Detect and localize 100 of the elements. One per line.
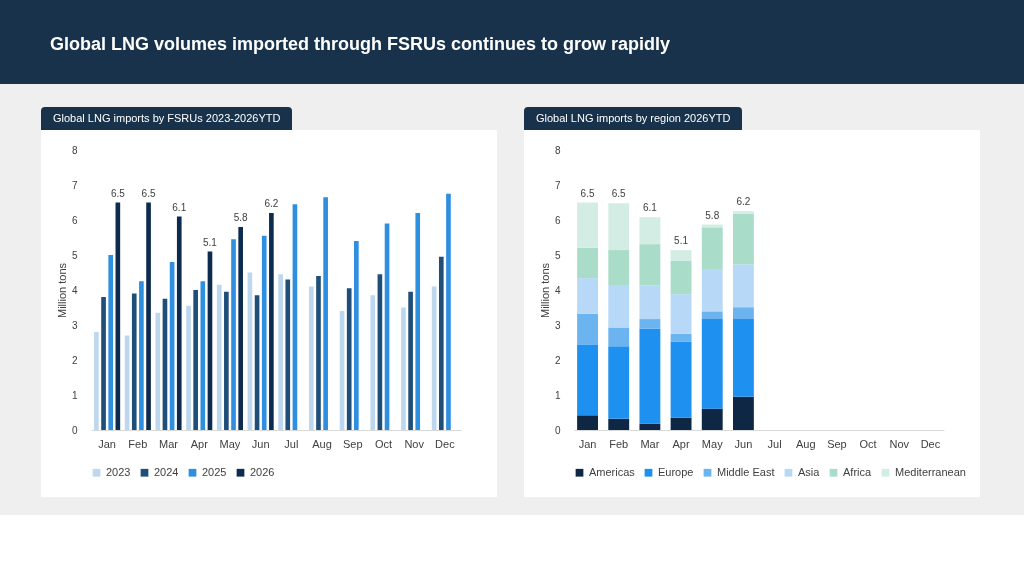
bar [732, 213, 754, 265]
x-tick-label: Sep [342, 437, 363, 450]
bar [146, 202, 151, 430]
bar [577, 247, 598, 279]
y-tick-label: 1 [71, 389, 78, 401]
bar [323, 197, 328, 430]
bar [354, 241, 359, 430]
x-tick-label: Apr [190, 437, 209, 450]
bar [639, 423, 661, 430]
data-label: 5.8 [233, 212, 249, 223]
bar [608, 346, 630, 419]
bar [415, 213, 421, 430]
bar [193, 290, 198, 430]
legend-label: 2024 [154, 465, 179, 478]
x-tick-label: Feb [128, 437, 148, 450]
y-tick-label: 5 [71, 249, 78, 261]
bar [732, 307, 754, 320]
bar [94, 332, 99, 430]
x-tick-label: Nov [889, 437, 910, 450]
bar [639, 319, 661, 329]
bar [639, 285, 661, 320]
y-axis-title: Million tons [55, 262, 68, 319]
bar [732, 396, 754, 430]
bar [701, 408, 723, 430]
data-label: 6.5 [110, 187, 126, 199]
x-tick-label: Apr [672, 437, 690, 450]
bar [639, 217, 661, 245]
bar [577, 344, 598, 416]
bar [670, 417, 692, 430]
bar [701, 269, 723, 312]
bar [261, 235, 267, 430]
total-label: 6.2 [736, 196, 751, 208]
x-tick-label: Sep [827, 437, 847, 450]
bar [670, 333, 692, 342]
bar [238, 227, 243, 430]
total-label: 6.1 [642, 202, 658, 214]
bar [224, 291, 229, 430]
bar [408, 291, 413, 430]
y-tick-label: 0 [71, 424, 78, 436]
bar [139, 281, 144, 430]
bar [108, 255, 114, 430]
bar [346, 288, 352, 430]
bar [670, 294, 692, 334]
bar [577, 415, 598, 430]
total-label: 6.5 [580, 187, 595, 199]
chart-title: Global LNG imports by region 2026YTD [524, 107, 743, 130]
bar [608, 250, 630, 286]
y-tick-label: 6 [554, 214, 561, 226]
x-tick-label: Jul [767, 437, 782, 450]
bar [639, 244, 661, 286]
bar [101, 297, 106, 430]
x-tick-label: Mar [640, 437, 660, 450]
x-tick-label: May [219, 437, 241, 450]
bar [670, 341, 692, 418]
legend-label: Americas [589, 465, 636, 478]
x-tick-label: Dec [435, 437, 456, 450]
chart-title: Global LNG volumes imported through FSRUs continues to grow rapidly [50, 34, 671, 55]
bar [200, 281, 206, 430]
bar [278, 274, 283, 430]
x-tick-label: Aug [312, 437, 332, 450]
legend-label: 2026 [250, 465, 275, 478]
legend-label: Asia [798, 465, 821, 478]
y-tick-label: 6 [71, 214, 78, 226]
bar [216, 284, 222, 430]
x-tick-label: Nov [404, 437, 425, 450]
y-tick-label: 7 [71, 179, 78, 191]
legend-label: Africa [843, 465, 872, 478]
bar [401, 307, 406, 430]
legend-label: 2025 [202, 465, 227, 478]
x-tick-label: Jun [251, 437, 270, 450]
bar [670, 260, 692, 295]
y-axis-title: Million tons [538, 262, 551, 319]
y-tick-label: 0 [554, 424, 561, 436]
bar [732, 319, 754, 397]
y-tick-label: 3 [554, 319, 561, 331]
bar [608, 327, 630, 347]
bar [732, 211, 754, 214]
legend-label: Middle East [717, 465, 775, 478]
bar [269, 213, 274, 430]
chart-subtitle: Global LNG imports by FSRUs 2023-2026YTD [41, 107, 293, 130]
y-tick-label: 2 [71, 354, 78, 366]
x-tick-label: Jan [578, 437, 597, 450]
x-tick-label: Oct [859, 437, 877, 450]
bar [639, 328, 661, 424]
bar [155, 312, 161, 430]
bar [131, 293, 137, 430]
y-tick-label: 5 [554, 249, 561, 261]
data-label: 5.1 [203, 236, 218, 248]
bar [670, 250, 692, 261]
bar [732, 264, 754, 308]
bar [577, 278, 598, 314]
x-tick-label: Feb [609, 437, 629, 450]
y-tick-label: 4 [554, 284, 561, 296]
x-tick-label: Jul [284, 437, 299, 450]
bar [176, 216, 182, 430]
x-tick-label: Aug [795, 437, 816, 450]
bar [701, 319, 723, 409]
bar [446, 193, 451, 430]
bar [577, 313, 598, 345]
legend-label: 2023 [106, 465, 131, 478]
